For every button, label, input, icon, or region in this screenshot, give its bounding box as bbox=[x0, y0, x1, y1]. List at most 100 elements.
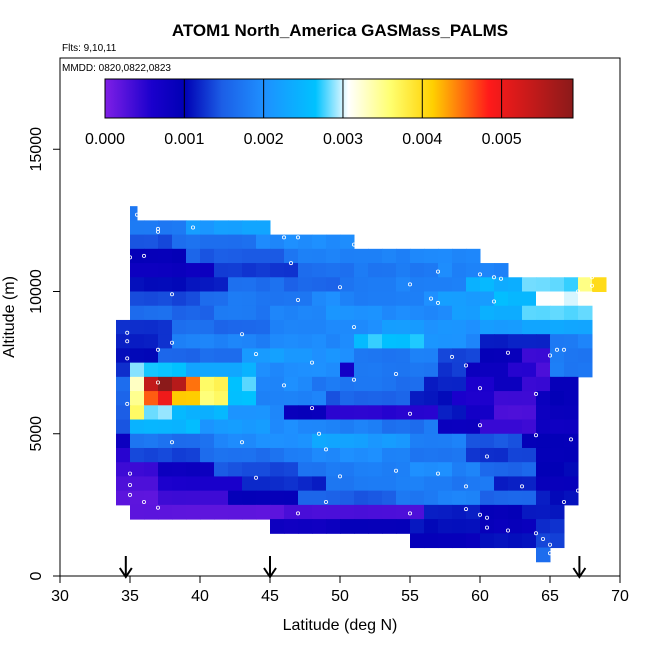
heatmap-cell bbox=[158, 334, 173, 349]
heatmap-cell bbox=[228, 405, 243, 421]
heatmap-cell bbox=[270, 490, 285, 506]
heatmap-cell bbox=[438, 391, 453, 406]
heatmap-cell bbox=[312, 391, 327, 406]
heatmap-cell bbox=[578, 277, 593, 292]
sample-point bbox=[125, 356, 130, 361]
heatmap-cell bbox=[186, 462, 201, 477]
heatmap-cell bbox=[312, 433, 327, 449]
heatmap-cell bbox=[438, 462, 453, 477]
colorbar-tick-label: 0.003 bbox=[323, 131, 363, 148]
heatmap-cell bbox=[186, 376, 201, 392]
heatmap-cell bbox=[410, 391, 425, 406]
heatmap-cell bbox=[536, 334, 551, 349]
sample-point bbox=[590, 283, 595, 288]
sample-point bbox=[463, 484, 468, 489]
heatmap-cell bbox=[312, 419, 327, 435]
heatmap-cell bbox=[256, 447, 271, 463]
heatmap-cell bbox=[508, 447, 523, 463]
heatmap-cell bbox=[284, 419, 299, 435]
heatmap-cell bbox=[340, 376, 355, 392]
x-axis: 30 35 40 45 50 55 60 65 70 bbox=[51, 576, 629, 605]
heatmap-cell bbox=[144, 476, 159, 492]
heatmap-cell bbox=[270, 234, 285, 250]
sample-point bbox=[351, 325, 356, 330]
heatmap-cell bbox=[200, 305, 215, 321]
sample-point bbox=[491, 275, 496, 280]
heatmap-cell bbox=[522, 533, 537, 549]
heatmap-cell bbox=[228, 248, 243, 264]
sample-point bbox=[562, 347, 567, 352]
heatmap-cell bbox=[270, 376, 285, 392]
heatmap-cell bbox=[298, 391, 313, 406]
heatmap-cell bbox=[424, 490, 439, 506]
heatmap-cell bbox=[214, 319, 229, 335]
heatmap-cell bbox=[354, 476, 369, 492]
sample-point bbox=[295, 511, 300, 516]
sample-point bbox=[127, 255, 132, 260]
heatmap-cell bbox=[144, 248, 159, 264]
heatmap-cell bbox=[438, 433, 453, 449]
heatmap-cell bbox=[550, 305, 565, 321]
heatmap-cell bbox=[396, 419, 411, 435]
heatmap-cell bbox=[298, 263, 313, 278]
heatmap-cell bbox=[438, 291, 453, 307]
heatmap-cell bbox=[536, 547, 551, 563]
heatmap-cell bbox=[368, 248, 383, 264]
sample-point bbox=[505, 528, 510, 533]
heatmap-cell bbox=[564, 362, 579, 378]
heatmap-cell bbox=[536, 519, 551, 534]
heatmap-cell bbox=[354, 490, 369, 506]
heatmap-cell bbox=[200, 319, 215, 335]
heatmap-cell bbox=[312, 490, 327, 506]
heatmap-cell bbox=[410, 447, 425, 463]
heatmap-cell bbox=[522, 362, 537, 378]
heatmap-cell bbox=[116, 391, 131, 406]
heatmap-cell bbox=[200, 476, 215, 492]
heatmap-cell bbox=[130, 319, 145, 335]
heatmap-cell bbox=[284, 319, 299, 335]
sample-point bbox=[505, 350, 510, 355]
heatmap-cell bbox=[284, 277, 299, 292]
sample-point bbox=[484, 525, 489, 530]
heatmap-cell bbox=[494, 291, 509, 307]
heatmap-cell bbox=[326, 319, 341, 335]
colorbar-tick-label: 0.004 bbox=[402, 131, 442, 148]
heatmap-cell bbox=[298, 334, 313, 349]
heatmap-cell bbox=[326, 248, 341, 264]
heatmap-cell bbox=[396, 291, 411, 307]
heatmap-cell bbox=[508, 504, 523, 520]
heatmap-cell bbox=[410, 263, 425, 278]
heatmap-cell bbox=[480, 277, 495, 292]
sample-point bbox=[477, 512, 482, 517]
heatmap-cell bbox=[382, 391, 397, 406]
heatmap-cell bbox=[564, 490, 579, 506]
heatmap-cell bbox=[452, 519, 467, 534]
sample-point bbox=[127, 482, 132, 487]
sample-point bbox=[239, 332, 244, 337]
heatmap-cell bbox=[340, 476, 355, 492]
heatmap-cell bbox=[522, 291, 537, 307]
heatmap-cell bbox=[130, 405, 145, 421]
heatmap-cell bbox=[144, 376, 159, 392]
heatmap-cell bbox=[564, 348, 579, 364]
heatmap-cell bbox=[130, 490, 145, 506]
heatmap-cell bbox=[200, 376, 215, 392]
heatmap-cell bbox=[452, 305, 467, 321]
y-axis-label: Altitude (m) bbox=[1, 276, 18, 358]
heatmap-cell bbox=[326, 476, 341, 492]
heatmap-cell bbox=[242, 405, 257, 421]
sample-point bbox=[576, 289, 581, 294]
heatmap-cell bbox=[424, 462, 439, 477]
heatmap-cell bbox=[158, 305, 173, 321]
heatmap-cell bbox=[452, 490, 467, 506]
sample-point bbox=[155, 505, 160, 510]
heatmap-cell bbox=[466, 490, 481, 506]
heatmap-cell bbox=[396, 305, 411, 321]
heatmap-cell bbox=[536, 490, 551, 506]
heatmap-cell bbox=[354, 319, 369, 335]
heatmap-cell bbox=[508, 462, 523, 477]
flight-arrow-head bbox=[263, 567, 277, 579]
heatmap-cell bbox=[270, 504, 285, 520]
heatmap-cell bbox=[564, 462, 579, 477]
heatmap-cell bbox=[536, 362, 551, 378]
